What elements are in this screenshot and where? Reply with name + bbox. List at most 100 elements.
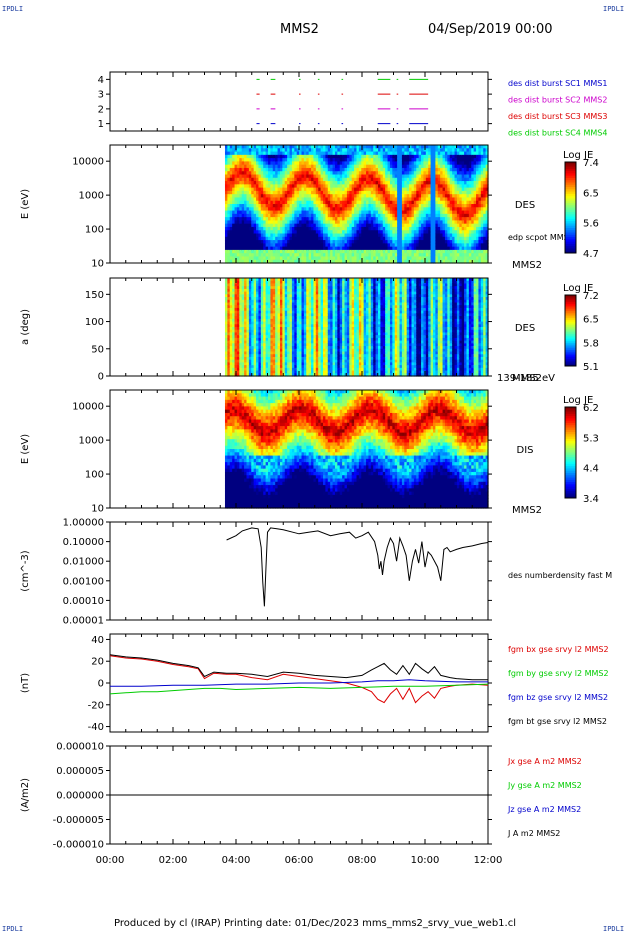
des_energy-cell bbox=[421, 184, 425, 189]
des_energy-cell bbox=[409, 200, 413, 205]
des_energy-cell bbox=[366, 213, 370, 218]
des_energy-cell bbox=[244, 177, 248, 182]
des_energy-cell bbox=[289, 184, 293, 189]
des_pitch-cell bbox=[232, 346, 236, 350]
des_energy-cell bbox=[253, 204, 257, 208]
des_energy-cell bbox=[244, 210, 248, 215]
des_energy-cell bbox=[265, 253, 269, 258]
des_energy-cell bbox=[334, 233, 338, 238]
des_pitch-cell bbox=[272, 278, 276, 282]
des_energy-cell bbox=[401, 223, 405, 228]
des_energy-cell bbox=[380, 220, 384, 225]
des_energy-cell bbox=[485, 243, 489, 248]
des_energy-cell bbox=[349, 190, 353, 195]
des_energy-cell bbox=[468, 158, 472, 162]
des_energy-cell bbox=[303, 204, 307, 208]
des_energy-cell bbox=[256, 197, 260, 202]
des_energy-cell bbox=[358, 204, 362, 208]
des_energy-cell bbox=[232, 243, 236, 248]
des_energy-cell bbox=[339, 164, 343, 169]
des_energy-cell bbox=[265, 174, 269, 179]
des_energy-cell bbox=[346, 151, 350, 156]
des_pitch-cell bbox=[251, 348, 255, 353]
des_energy-cell bbox=[373, 226, 377, 231]
des_energy-cell bbox=[313, 174, 317, 179]
des_energy-cell bbox=[437, 181, 441, 185]
des_energy-cell bbox=[421, 217, 425, 221]
des_energy-cell bbox=[375, 164, 379, 169]
des_energy-cell bbox=[234, 187, 238, 192]
des_energy-cell bbox=[392, 240, 396, 244]
des_energy-cell bbox=[389, 204, 393, 208]
des_energy-colorbar-segment bbox=[565, 221, 576, 224]
des_pitch-cell bbox=[275, 280, 279, 285]
des_energy-cell bbox=[260, 171, 264, 176]
des_energy-cell bbox=[311, 174, 315, 179]
des_pitch-cell bbox=[246, 307, 250, 312]
des_energy-cell bbox=[318, 207, 322, 212]
des_energy-cell bbox=[303, 187, 307, 192]
des_energy-cell bbox=[258, 161, 262, 166]
des_energy-cell bbox=[399, 181, 403, 185]
des_energy-cell bbox=[468, 194, 472, 199]
des_energy-cell bbox=[459, 259, 463, 264]
des_energy-cell bbox=[291, 190, 295, 195]
des_energy-cell bbox=[435, 154, 439, 159]
des_energy-cell bbox=[337, 174, 341, 179]
des_energy-cell bbox=[349, 158, 353, 162]
des_energy-cell bbox=[332, 171, 336, 176]
des_energy-cell bbox=[366, 145, 370, 149]
des_energy-cell bbox=[313, 210, 317, 215]
des_energy-cell bbox=[480, 171, 484, 176]
des_pitch-cell bbox=[265, 346, 269, 350]
des_energy-cell bbox=[332, 187, 336, 192]
des_energy-cell bbox=[366, 151, 370, 156]
des_pitch-cell bbox=[265, 365, 269, 369]
des_energy-cell bbox=[442, 253, 446, 258]
des_energy-cell bbox=[454, 148, 458, 153]
des_energy-cell bbox=[464, 200, 468, 205]
des_energy-cell bbox=[236, 259, 240, 264]
des_energy-cell bbox=[440, 204, 444, 208]
des_pitch-cell bbox=[258, 365, 262, 369]
des_energy-cell bbox=[454, 223, 458, 228]
des_energy-cell bbox=[363, 174, 367, 179]
des_energy-cell bbox=[289, 194, 293, 199]
des_energy-cell bbox=[277, 240, 281, 244]
des_energy-cell bbox=[425, 246, 429, 251]
des_energy-cell bbox=[452, 145, 456, 149]
des_energy-cell bbox=[351, 164, 355, 169]
des_pitch-cell bbox=[227, 327, 231, 331]
des_energy-cell bbox=[452, 154, 456, 159]
des_energy-cell bbox=[413, 171, 417, 176]
des_energy-cell bbox=[433, 253, 436, 258]
des_energy-cell bbox=[418, 190, 422, 195]
des_energy-cell bbox=[399, 210, 403, 215]
des_energy-cell bbox=[416, 256, 420, 261]
des_energy-cell bbox=[265, 181, 269, 185]
des_energy-cell bbox=[404, 197, 408, 202]
des_energy-cell bbox=[265, 154, 269, 159]
des_energy-cell bbox=[380, 200, 384, 205]
des_energy-cell bbox=[318, 210, 322, 215]
des_energy-cell bbox=[399, 167, 403, 172]
des_energy-cell bbox=[480, 174, 484, 179]
des_energy-cell bbox=[416, 220, 420, 225]
des_energy-cell bbox=[346, 233, 350, 238]
des_energy-cell bbox=[294, 243, 298, 248]
des_energy-cell bbox=[406, 187, 410, 192]
des_energy-cell bbox=[397, 187, 401, 192]
des_energy-cell bbox=[339, 223, 343, 228]
des_energy-cell bbox=[411, 158, 415, 162]
des_energy-cell bbox=[234, 226, 238, 231]
des_energy-cell bbox=[356, 236, 360, 241]
des_energy-cell bbox=[483, 253, 487, 258]
des_energy-cell bbox=[409, 253, 413, 258]
des_energy-cell bbox=[306, 154, 310, 159]
des_energy-cell bbox=[385, 259, 389, 264]
des_energy-cell bbox=[289, 253, 293, 258]
des_energy-cell bbox=[325, 243, 329, 248]
des_energy-colorbar-segment bbox=[565, 248, 576, 252]
des_energy-cell bbox=[224, 190, 228, 195]
des_energy-cell bbox=[389, 148, 393, 153]
